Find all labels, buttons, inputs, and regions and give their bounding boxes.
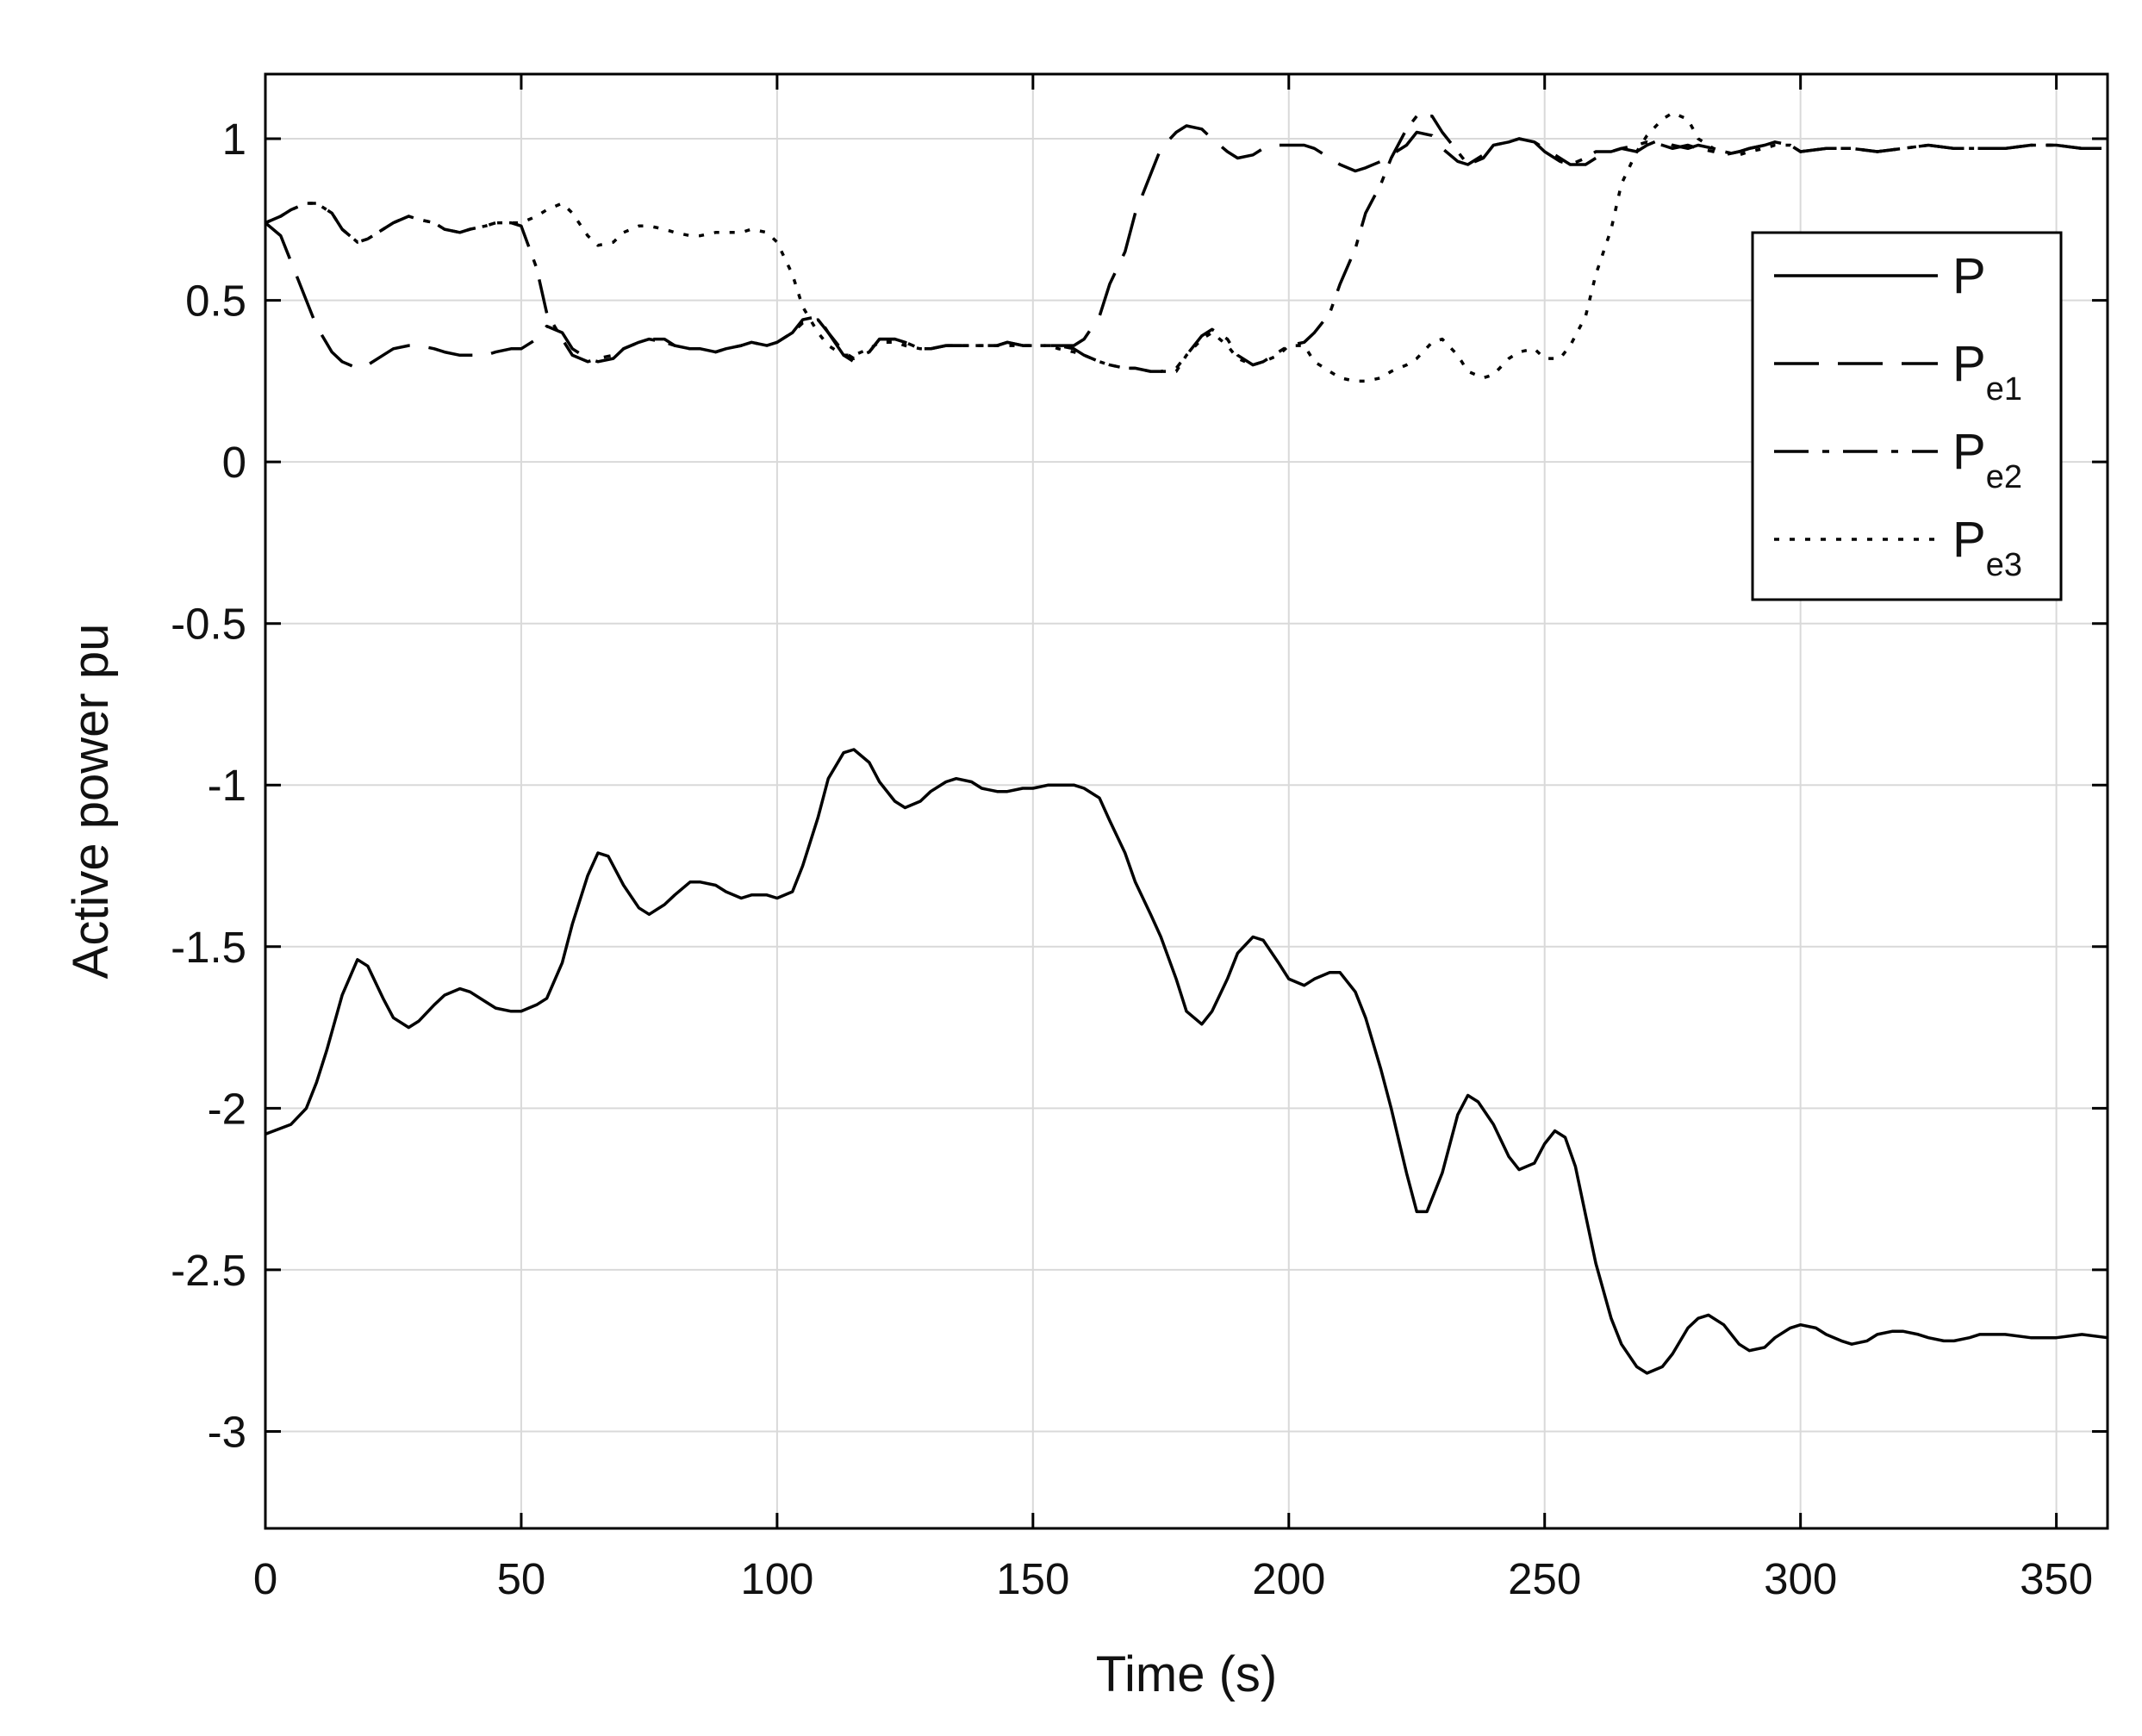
legend-label-pe3: Pe3: [1952, 512, 2022, 583]
y-tick-label: -0.5: [171, 600, 246, 649]
series-line-pe1: [264, 124, 2108, 370]
legend-label-p: P: [1952, 248, 1986, 304]
x-tick-label: 350: [2020, 1554, 2093, 1603]
ticks: 0 50 100 150 200 250 300 350 1 0.5 0 -0.5 -1 -1.5 -2 -2…: [171, 74, 2108, 1603]
y-tick-label: 0: [222, 438, 246, 487]
series-layer: [264, 111, 2108, 1375]
legend: P Pe1 Pe2 Pe3: [1751, 231, 2063, 601]
y-tick-label: -1.5: [171, 923, 246, 972]
y-tick-label: -2.5: [171, 1246, 246, 1295]
x-tick-label: 150: [996, 1554, 1069, 1603]
x-tick-label: 300: [1764, 1554, 1837, 1603]
x-tick-label: 250: [1508, 1554, 1581, 1603]
y-tick-label: -2: [208, 1084, 246, 1133]
x-tick-label: 0: [253, 1554, 277, 1603]
x-tick-label: 50: [497, 1554, 546, 1603]
x-axis-label: Time (s): [1096, 1646, 1277, 1702]
y-tick-label: 1: [222, 115, 246, 164]
x-tick-label: 100: [740, 1554, 813, 1603]
plot-frame: [264, 72, 2109, 1530]
legend-label-pe2: Pe2: [1952, 424, 2022, 495]
y-tick-label: -1: [208, 761, 246, 810]
y-axis-label: Active power pu: [63, 624, 119, 980]
x-tick-label: 200: [1252, 1554, 1325, 1603]
y-tick-label: 0.5: [185, 277, 246, 326]
series-line-p: [265, 748, 2108, 1375]
legend-label-pe1: Pe1: [1952, 336, 2022, 408]
series-line-pe2: [265, 115, 2108, 373]
y-tick-label: -3: [208, 1407, 246, 1456]
legend-box: [1751, 231, 2063, 601]
